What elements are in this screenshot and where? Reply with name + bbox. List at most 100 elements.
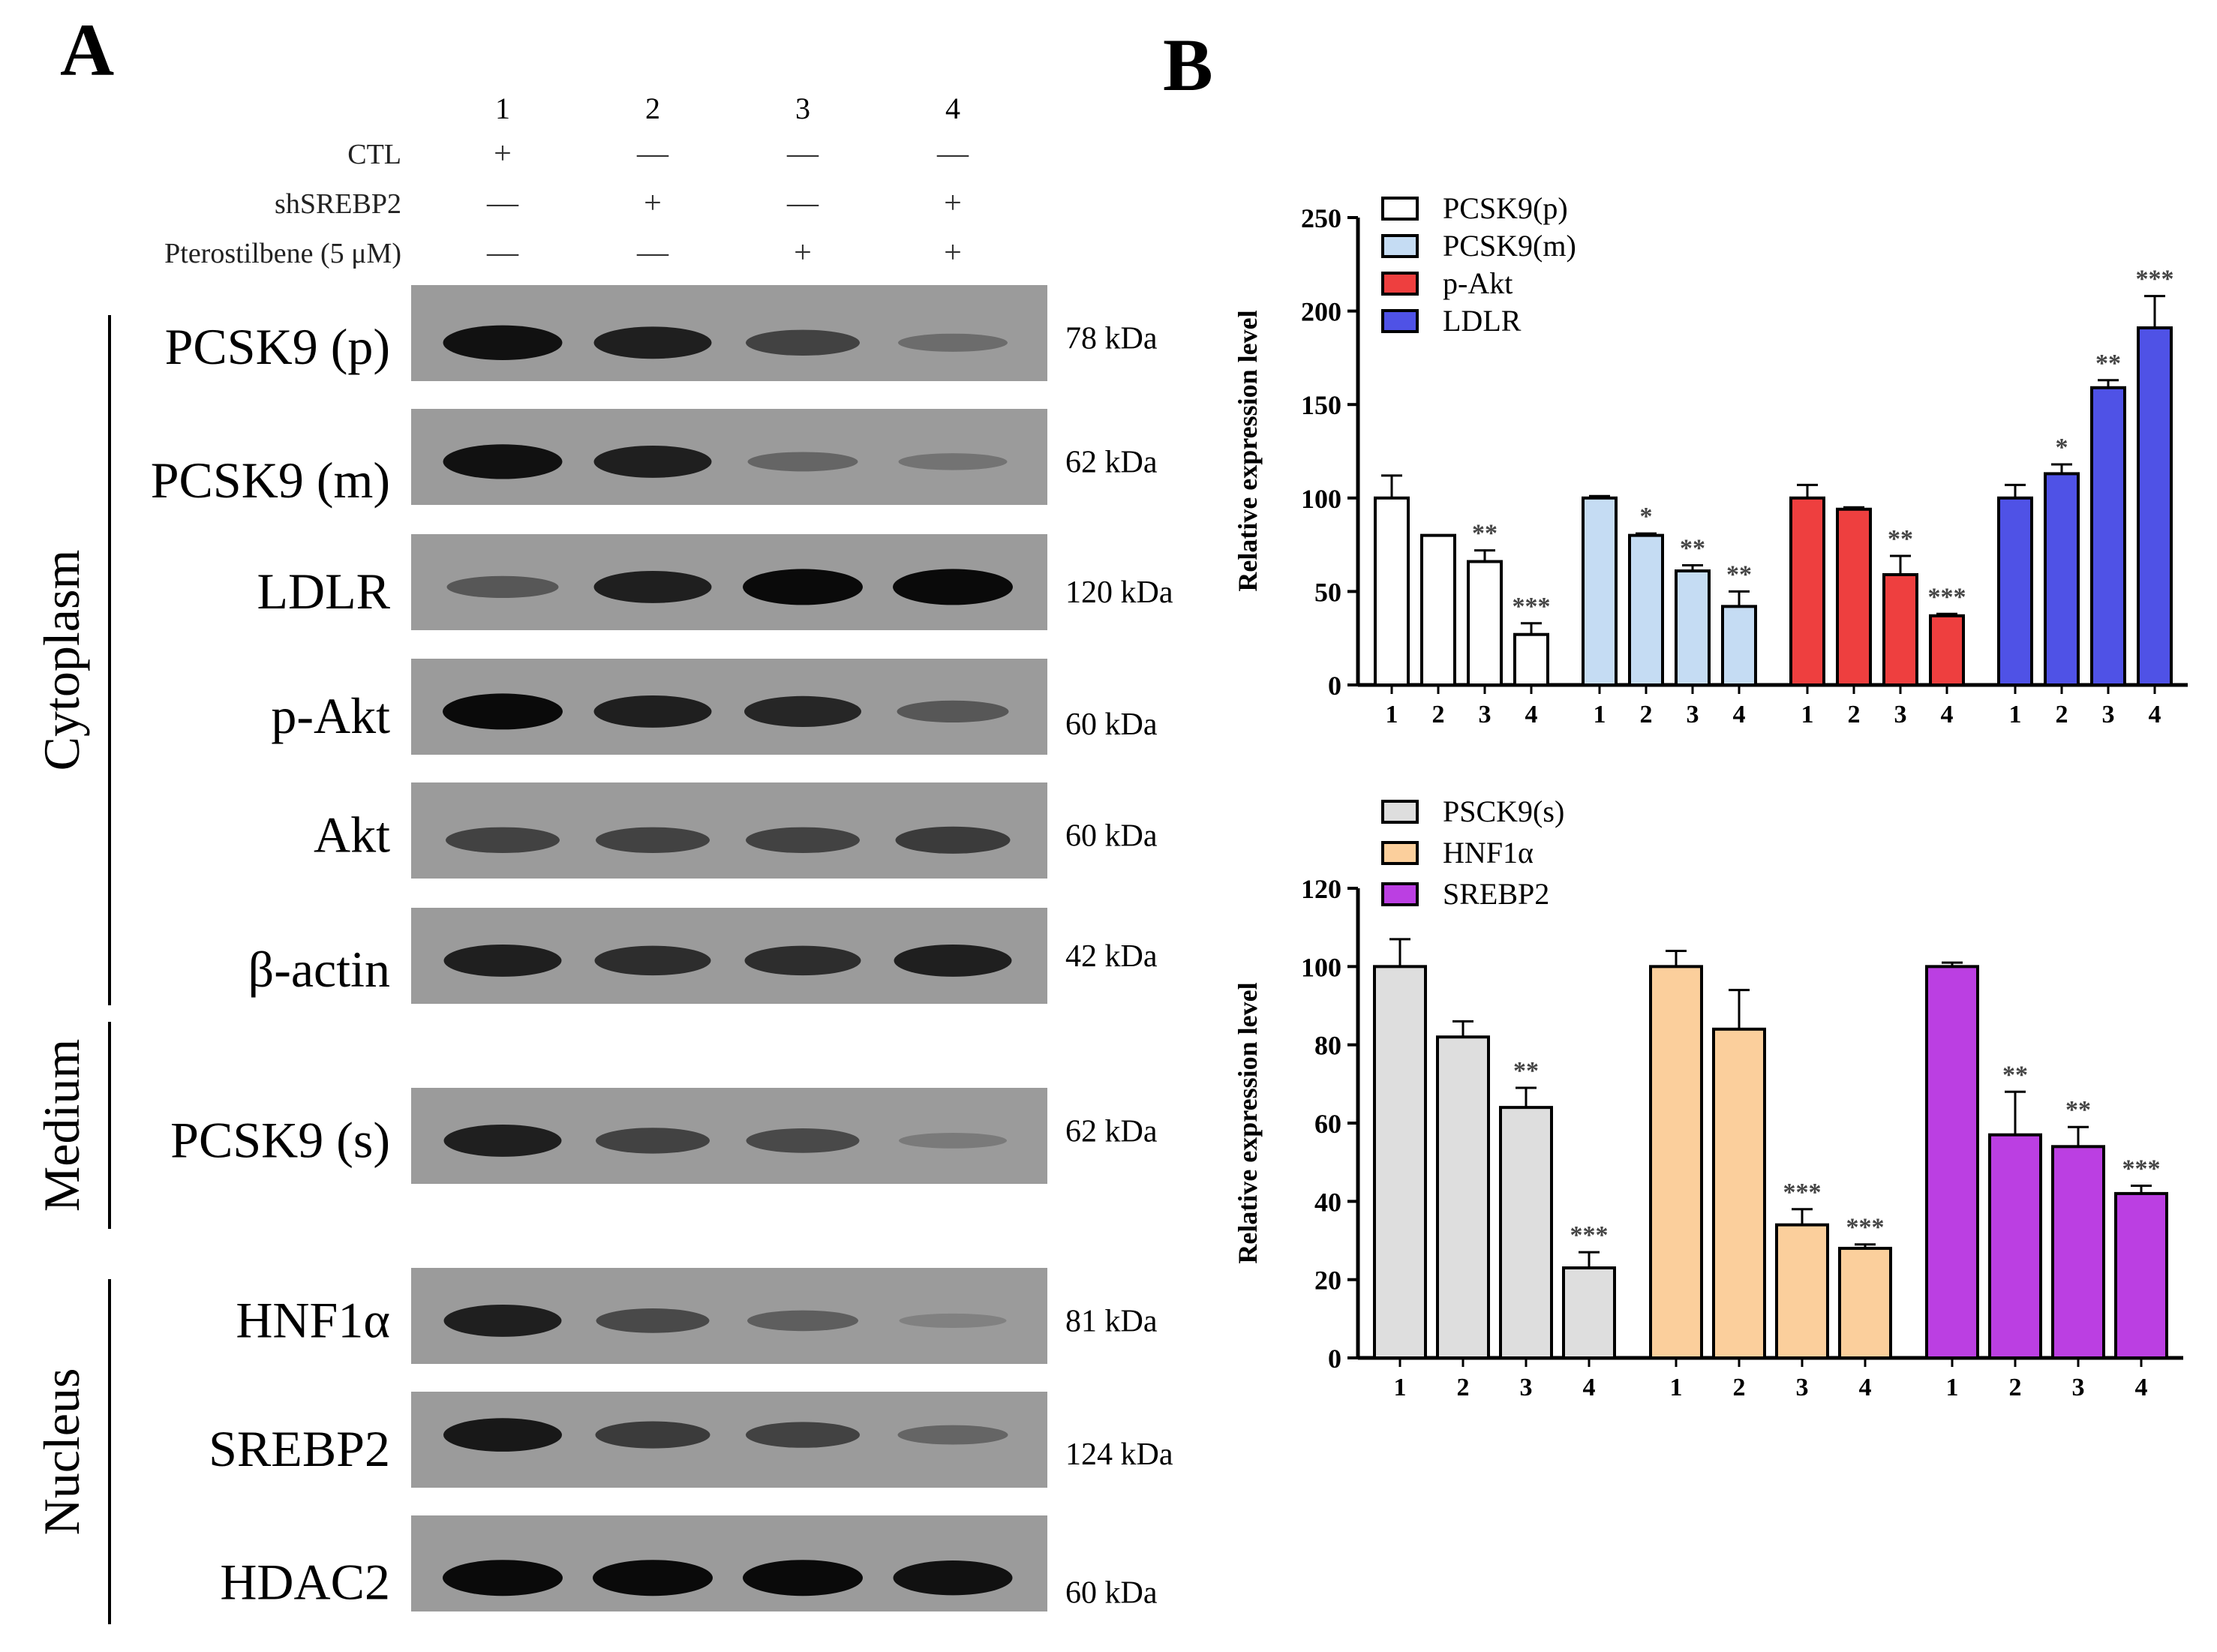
x-tick-label: 3 — [1687, 701, 1699, 728]
y-tick-label: 60 — [1314, 1109, 1341, 1139]
western-blot-panel: 1 2 3 4 CTL + — — — shSREBP2 — + — + Pterostilbene (5 … — [33, 92, 1173, 1624]
protein-band — [893, 569, 1013, 605]
plus-mark: + — [944, 186, 962, 221]
protein-band — [596, 1308, 710, 1333]
plus-mark: + — [794, 236, 812, 270]
bar — [1838, 1246, 1892, 1360]
significance-label: ** — [1888, 525, 1913, 553]
group-label: Nucleus — [33, 1368, 90, 1536]
x-tick-label: 4 — [1859, 1374, 1872, 1401]
protein-band — [898, 333, 1008, 352]
bar — [1582, 496, 1618, 686]
minus-mark: — — [936, 137, 969, 171]
plus-mark: + — [944, 236, 962, 270]
bar — [2090, 386, 2126, 686]
y-tick-label: 150 — [1301, 390, 1341, 420]
significance-label: *** — [2122, 1155, 2161, 1182]
significance-label: *** — [2136, 266, 2174, 293]
protein-band — [744, 695, 861, 728]
plus-mark: + — [644, 186, 662, 221]
bar — [1649, 965, 1703, 1360]
protein-band — [596, 827, 710, 854]
protein-band — [596, 1128, 710, 1154]
kda-label: 78 kDa — [1065, 321, 1158, 356]
bar — [1925, 965, 1979, 1360]
panel-b-label: B — [1163, 23, 1213, 107]
minus-mark: — — [636, 236, 669, 270]
protein-band — [595, 1421, 710, 1449]
x-tick-label: 2 — [2009, 1374, 2022, 1401]
y-tick-label: 20 — [1314, 1266, 1341, 1296]
significance-label: *** — [1570, 1221, 1609, 1249]
protein-band — [443, 944, 562, 977]
protein-band — [747, 452, 858, 472]
blot-label: PCSK9 (s) — [170, 1111, 390, 1168]
bar — [1775, 1223, 1829, 1359]
protein-band — [443, 1418, 562, 1452]
x-tick-label: 3 — [1796, 1374, 1809, 1401]
protein-band — [743, 569, 863, 605]
minus-mark: — — [786, 186, 819, 221]
legend-label: SREBP2 — [1443, 877, 1549, 911]
blot-label: β-actin — [248, 941, 390, 998]
bar — [1499, 1106, 1553, 1359]
y-tick-label: 40 — [1314, 1187, 1341, 1217]
protein-band — [593, 445, 712, 478]
significance-label: ** — [1513, 1057, 1539, 1085]
x-tick-label: 2 — [1848, 701, 1861, 728]
x-tick-label: 2 — [1733, 1374, 1746, 1401]
protein-band — [746, 827, 860, 854]
legend-swatch — [1381, 309, 1419, 333]
blot-label: p-Akt — [271, 687, 390, 744]
bar — [1988, 1133, 2042, 1360]
protein-band — [893, 1560, 1013, 1596]
bar — [1675, 569, 1711, 686]
legend-swatch — [1381, 841, 1419, 865]
protein-band — [443, 1304, 562, 1337]
x-tick-label: 1 — [2009, 701, 2022, 728]
lane-number: 4 — [945, 92, 960, 125]
x-tick-label: 4 — [1733, 701, 1746, 728]
y-tick-label: 100 — [1301, 952, 1341, 982]
legend-swatch — [1381, 197, 1419, 221]
x-tick-label: 1 — [1594, 701, 1606, 728]
legend-label: HNF1α — [1443, 836, 1534, 870]
y-tick-label: 80 — [1314, 1031, 1341, 1061]
bar — [1836, 507, 1872, 687]
x-tick-label: 4 — [1525, 701, 1538, 728]
y-axis-title: Relative expression level — [1233, 310, 1263, 591]
legend-label: PCSK9(p) — [1443, 191, 1568, 225]
x-tick-label: 3 — [1479, 701, 1492, 728]
bar — [1997, 496, 2033, 686]
x-tick-label: 1 — [1394, 1374, 1407, 1401]
bar — [1436, 1035, 1490, 1359]
x-tick-label: 1 — [1946, 1374, 1959, 1401]
minus-mark: — — [636, 137, 669, 171]
condition-label: CTL — [347, 139, 401, 170]
protein-band — [744, 945, 861, 976]
y-tick-label: 0 — [1328, 671, 1341, 701]
protein-band — [746, 1128, 860, 1153]
y-tick-label: 50 — [1314, 577, 1341, 607]
y-axis-title: Relative expression level — [1233, 982, 1263, 1263]
bar — [1882, 572, 1918, 686]
kda-label: 60 kDa — [1065, 707, 1158, 742]
protein-band — [897, 1425, 1008, 1445]
significance-label: ** — [2002, 1061, 2028, 1089]
y-tick-label: 0 — [1328, 1344, 1341, 1374]
x-tick-label: 4 — [1941, 701, 1954, 728]
kda-label: 120 kDa — [1065, 575, 1173, 610]
protein-band — [593, 1560, 713, 1596]
protein-band — [593, 695, 712, 728]
bar — [1789, 496, 1825, 686]
protein-band — [895, 826, 1011, 854]
protein-band — [446, 827, 560, 854]
blot-label: PCSK9 (m) — [151, 452, 390, 509]
significance-label: ** — [1726, 560, 1752, 588]
x-tick-label: 2 — [1457, 1374, 1470, 1401]
legend-label: PSCK9(s) — [1443, 794, 1564, 828]
significance-label: *** — [1846, 1214, 1885, 1242]
significance-label: *** — [1928, 583, 1966, 611]
